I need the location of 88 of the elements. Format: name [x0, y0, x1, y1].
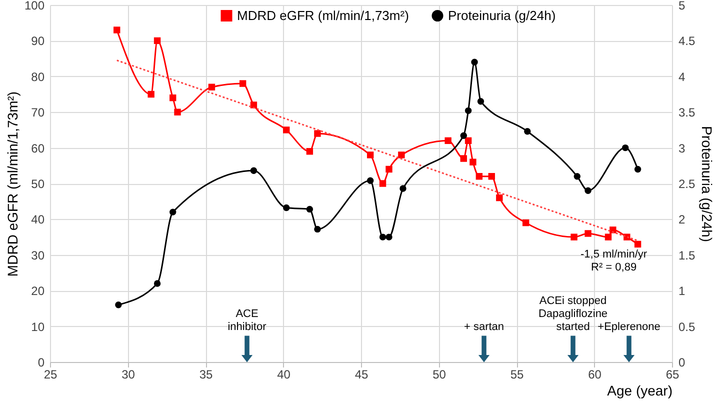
- x-tick-label: 55: [510, 368, 524, 382]
- annotation: +Eplerenone: [598, 321, 660, 333]
- x-tick-label: 25: [44, 368, 58, 382]
- y2-tick-label: 1: [678, 284, 686, 298]
- point: [306, 148, 314, 155]
- y-tick-label: 20: [31, 284, 45, 298]
- point: [154, 37, 161, 44]
- point: [400, 185, 406, 192]
- y-tick-label: 100: [24, 0, 45, 12]
- y2-tick-label: 3: [678, 141, 686, 156]
- y2-tick-label: 1.5: [678, 248, 696, 262]
- y2-tick-label: 4: [678, 70, 686, 84]
- point: [398, 152, 405, 158]
- point: [386, 234, 392, 240]
- point: [584, 230, 592, 237]
- y2-tick-label: 0: [678, 356, 686, 370]
- point: [460, 132, 467, 140]
- y-tick-label: 0: [38, 356, 45, 370]
- y-tick-label: 70: [31, 106, 45, 120]
- point: [464, 137, 472, 144]
- y-tick-label: 50: [31, 177, 45, 191]
- y2-tick-label: 3.5: [678, 106, 696, 120]
- point: [314, 130, 321, 137]
- annotation: + sartan: [464, 321, 504, 333]
- point: [604, 234, 612, 240]
- point: [366, 152, 374, 158]
- point: [634, 166, 642, 173]
- point: [114, 26, 120, 34]
- point: [476, 173, 483, 180]
- y-tick-label: 40: [31, 212, 45, 227]
- x-tick-label: 30: [122, 368, 136, 382]
- annotation: -1,5 ml/min/yr R² = 0,89: [580, 248, 648, 274]
- point: [169, 208, 176, 216]
- point: [444, 137, 452, 144]
- point: [470, 158, 476, 166]
- point: [154, 280, 161, 287]
- y-tick-label: 80: [31, 70, 45, 84]
- y-axis-title: MDRD eGFR (ml/min/1,73m²): [4, 91, 20, 277]
- x-tick-label: 45: [354, 368, 368, 382]
- point: [634, 240, 642, 248]
- point: [314, 226, 321, 233]
- point: [570, 234, 578, 240]
- point: [169, 94, 176, 102]
- y2-tick-label: 2: [678, 212, 686, 227]
- point: [610, 226, 616, 234]
- point: [477, 98, 484, 105]
- point: [584, 187, 592, 194]
- y-tick-label: 10: [31, 320, 45, 334]
- point: [496, 194, 503, 202]
- point: [239, 80, 246, 87]
- point: [250, 102, 258, 108]
- point: [306, 206, 314, 213]
- y2-tick-label: 5: [678, 0, 686, 12]
- point: [379, 234, 386, 240]
- x-tick-label: 50: [432, 368, 446, 382]
- point: [174, 108, 181, 116]
- y-tick-label: 90: [31, 34, 45, 48]
- x-tick-label: 65: [666, 368, 680, 382]
- point: [524, 128, 531, 135]
- y2-tick-label: 4.5: [678, 34, 696, 48]
- point: [522, 219, 530, 226]
- point: [464, 107, 472, 114]
- y2-tick-label: 2.5: [678, 177, 696, 191]
- point: [250, 167, 258, 174]
- point: [379, 180, 386, 187]
- point: [460, 155, 467, 162]
- legend-label: MDRD eGFR (ml/min/1,73m²): [237, 8, 409, 23]
- y2-tick-label: 0.5: [678, 320, 696, 334]
- x-tick-label: 40: [277, 368, 291, 382]
- annotation: ACE inhibitor: [228, 308, 267, 333]
- point: [283, 204, 290, 212]
- y-tick-label: 30: [31, 248, 45, 262]
- point: [386, 166, 392, 173]
- y-tick-label: 60: [31, 141, 45, 156]
- point: [488, 173, 495, 180]
- x-axis-title: Age (year): [607, 382, 672, 398]
- legend-label: Proteinuria (g/24h): [448, 8, 556, 23]
- x-tick-label: 60: [588, 368, 602, 382]
- point: [574, 173, 580, 180]
- x-tick-label: 35: [199, 368, 213, 382]
- point: [622, 144, 629, 152]
- point: [283, 126, 290, 134]
- point: [115, 302, 122, 308]
- point: [471, 58, 478, 66]
- point: [366, 177, 374, 184]
- point: [208, 84, 216, 90]
- point: [148, 90, 154, 98]
- y2-axis-title: Proteinuria (g/24h): [699, 126, 716, 242]
